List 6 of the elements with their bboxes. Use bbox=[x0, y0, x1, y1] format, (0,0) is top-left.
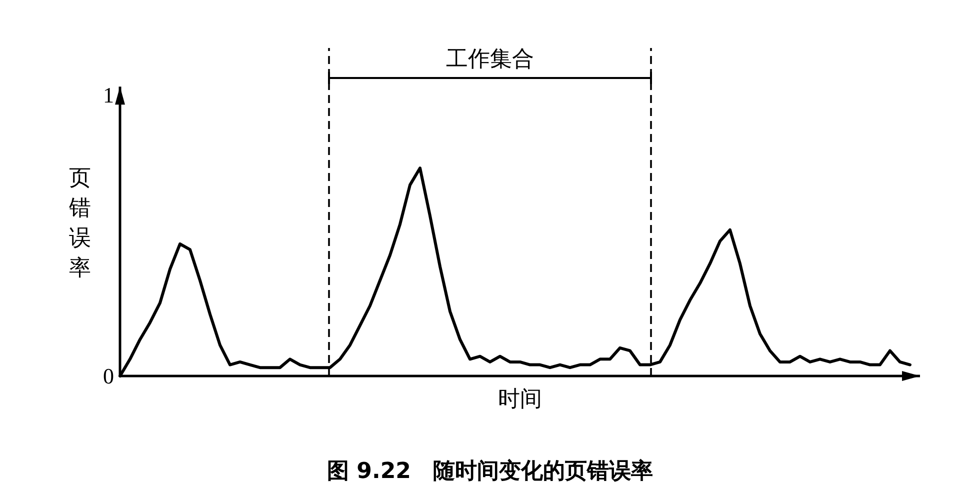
caption: 图 9.22 随时间变化的页错误率 bbox=[327, 458, 653, 484]
x-axis-title: 时间 bbox=[498, 387, 542, 412]
y-tick-label: 1 bbox=[103, 82, 114, 108]
y-axis-title: 页错误率 bbox=[68, 166, 91, 281]
text: 工作集合 bbox=[446, 47, 534, 72]
y-tick-label: 0 bbox=[103, 364, 114, 388]
